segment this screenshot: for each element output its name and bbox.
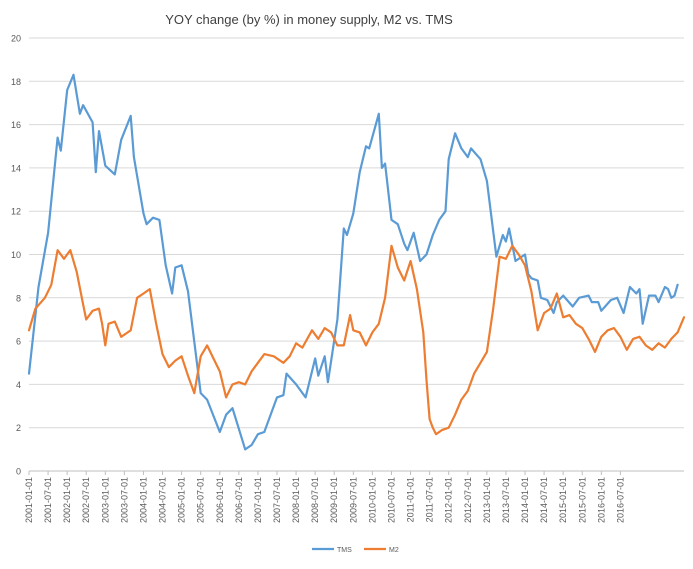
x-tick-label: 2001-01-01: [24, 477, 34, 523]
x-tick-label: 2002-01-01: [62, 477, 72, 523]
x-tick-label: 2009-01-01: [329, 477, 339, 523]
series-line-tms: [27, 73, 679, 451]
x-axis-ticks: 2001-01-01 2001-07-01 2002-01-01 2002-07-01…: [24, 471, 625, 523]
x-tick-label: 2008-01-01: [291, 477, 301, 523]
chart-title: YOY change (by %) in money supply, M2 vs…: [165, 12, 453, 27]
y-tick-label: 16: [11, 120, 21, 130]
x-tick-label: 2006-01-01: [215, 477, 225, 523]
x-tick-label: 2015-07-01: [577, 477, 587, 523]
x-tick-label: 2012-07-01: [463, 477, 473, 523]
series-line-m2: [27, 244, 686, 436]
x-tick-label: 2006-07-01: [234, 477, 244, 523]
y-tick-label: 12: [11, 207, 21, 217]
y-tick-label: 2: [16, 423, 21, 433]
x-tick-label: 2010-07-01: [386, 477, 396, 523]
y-axis-ticks: 0 2 4 6 8 10 12 14 16 18 20: [11, 34, 21, 477]
x-tick-label: 2013-07-01: [501, 477, 511, 523]
legend-label-tms: TMS: [337, 547, 352, 554]
y-tick-label: 6: [16, 337, 21, 347]
x-tick-label: 2016-07-01: [615, 477, 625, 523]
x-tick-label: 2011-01-01: [406, 477, 416, 522]
x-tick-label: 2013-01-01: [482, 477, 492, 523]
x-tick-label: 2005-07-01: [196, 477, 206, 523]
y-tick-label: 14: [11, 163, 21, 173]
x-tick-label: 2007-07-01: [272, 477, 282, 523]
x-tick-label: 2014-01-01: [520, 477, 530, 523]
x-tick-label: 2005-01-01: [177, 477, 187, 523]
legend-label-m2: M2: [389, 547, 399, 554]
x-tick-label: 2015-01-01: [558, 477, 568, 523]
x-tick-label: 2011-07-01: [425, 477, 435, 522]
x-tick-label: 2003-07-01: [119, 477, 129, 523]
x-tick-label: 2007-01-01: [253, 477, 263, 523]
x-tick-label: 2004-07-01: [158, 477, 168, 523]
x-tick-label: 2002-07-01: [81, 477, 91, 523]
series-lines: [27, 73, 686, 451]
y-tick-label: 8: [16, 293, 21, 303]
y-tick-label: 0: [16, 467, 21, 477]
y-tick-label: 4: [16, 380, 21, 390]
x-tick-label: 2010-01-01: [367, 477, 377, 523]
x-tick-label: 2003-01-01: [100, 477, 110, 523]
legend: TMS M2: [312, 547, 399, 554]
y-tick-label: 18: [11, 77, 21, 87]
y-tick-label: 10: [11, 250, 21, 260]
y-tick-label: 20: [11, 34, 21, 44]
x-tick-label: 2016-01-01: [596, 477, 606, 523]
x-tick-label: 2014-07-01: [539, 477, 549, 523]
gridlines: [29, 37, 684, 472]
x-tick-label: 2012-01-01: [444, 477, 454, 523]
x-tick-label: 2008-07-01: [310, 477, 320, 523]
x-tick-label: 2001-07-01: [43, 477, 53, 523]
x-tick-label: 2009-07-01: [348, 477, 358, 523]
x-tick-label: 2004-01-01: [138, 477, 148, 523]
